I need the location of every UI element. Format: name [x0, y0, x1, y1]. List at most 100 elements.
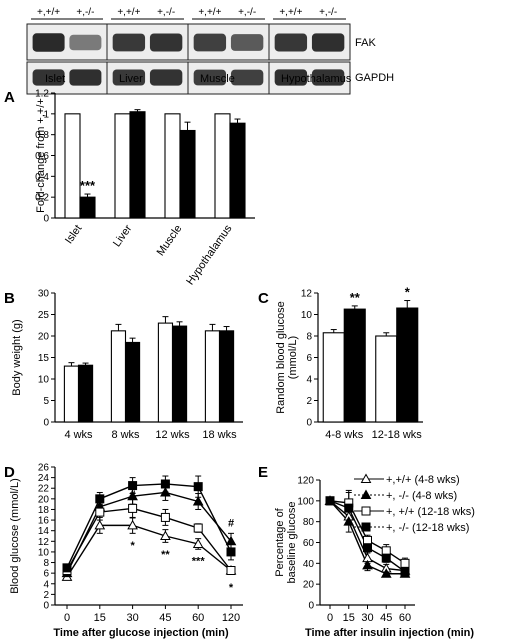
y-tick-label: 15 — [38, 353, 50, 364]
category-label: 8 wks — [111, 429, 140, 441]
significance-marker: # — [130, 489, 136, 501]
significance-marker: # — [228, 518, 234, 530]
tissue-label: Hypothalamus — [281, 73, 352, 85]
y-tick-label: 20 — [38, 332, 50, 343]
y-tick-label: 0.4 — [35, 172, 49, 183]
bar — [164, 113, 181, 219]
gapdh-band — [69, 69, 102, 86]
y-tick-label: 24 — [38, 473, 50, 484]
y-tick-label: 12 — [301, 289, 313, 300]
bar — [343, 308, 366, 423]
significance-marker: ** — [350, 290, 361, 305]
category-label: 12-18 wks — [372, 429, 423, 441]
panel-label: A — [4, 89, 15, 106]
tissue-label: Islet — [45, 73, 65, 85]
tissue-label: Muscle — [200, 73, 235, 85]
x-tick-label: 45 — [159, 612, 171, 624]
data-point — [344, 503, 354, 513]
genotype-label: +,+/+ — [279, 7, 302, 18]
data-point — [400, 558, 410, 568]
genotype-label: +,-/- — [238, 7, 256, 18]
legend-label: +, -/- (4-8 wks) — [386, 490, 457, 502]
y-tick-label: 80 — [303, 517, 315, 528]
category-label: 12 wks — [155, 429, 190, 441]
x-tick-label: 120 — [222, 612, 240, 624]
data-point — [225, 535, 237, 546]
fak-band — [230, 34, 264, 51]
tissue-label: Liver — [119, 73, 143, 85]
y-tick-label: 0.6 — [35, 151, 49, 162]
y-axis-label: Body weight (g) — [11, 319, 23, 395]
bar — [157, 322, 174, 423]
y-tick-label: 18 — [38, 505, 50, 516]
series-line — [66, 507, 232, 571]
significance-marker: *** — [192, 555, 206, 567]
fak-band — [311, 33, 345, 52]
protein-label-fak: FAK — [355, 37, 376, 49]
data-point — [192, 538, 204, 548]
fak-band — [69, 34, 102, 51]
category-label: 18 wks — [202, 429, 237, 441]
data-point — [62, 563, 72, 573]
significance-marker: # — [195, 482, 201, 494]
category-label: 4-8 wks — [325, 429, 363, 441]
x-axis-label: Time after insulin injection (min) — [305, 627, 474, 639]
western-blot: +,+/+ +,-/- Islet +,+/+ +,-/- Liver +,+/+ +,-/-… — [26, 7, 394, 95]
genotype-label: +,+/+ — [198, 7, 221, 18]
y-tick-label: 0 — [43, 601, 49, 612]
x-tick-label: 15 — [343, 612, 355, 624]
bar — [63, 365, 80, 423]
y-tick-label: 16 — [38, 516, 50, 527]
data-point — [343, 516, 355, 526]
y-axis-label: Fold-change from +,+/+ — [35, 98, 47, 213]
y-tick-label: 40 — [303, 559, 315, 570]
data-point — [193, 482, 203, 492]
bar — [124, 341, 141, 423]
data-point — [128, 503, 138, 513]
series-line — [66, 483, 232, 569]
bar — [214, 113, 231, 219]
protein-label-gapdh: GAPDH — [355, 72, 394, 84]
y-tick-label: 120 — [297, 476, 314, 487]
bar — [129, 111, 146, 219]
fak-band — [274, 33, 308, 52]
data-point — [160, 530, 171, 540]
category-label: Islet — [63, 223, 84, 246]
genotype-label: +,-/- — [76, 7, 94, 18]
bar — [204, 330, 221, 423]
panel-label: D — [4, 464, 15, 481]
category-label: 4 wks — [64, 429, 93, 441]
gapdh-band — [32, 69, 65, 86]
y-tick-label: 60 — [303, 538, 315, 549]
data-point — [325, 496, 335, 506]
bar — [79, 196, 96, 219]
panel-label: B — [4, 290, 15, 307]
significance-marker: * — [405, 285, 411, 300]
y-tick-label: 22 — [38, 484, 50, 495]
bar — [375, 335, 398, 423]
y-axis-label: Percentage of — [274, 507, 286, 576]
category-label: Liver — [111, 223, 135, 250]
data-point — [400, 567, 410, 577]
gapdh-band — [149, 69, 183, 86]
y-axis-label: baseline glucose — [286, 502, 298, 584]
y-tick-label: 0 — [306, 418, 312, 429]
data-point — [95, 507, 105, 517]
x-tick-label: 30 — [126, 612, 138, 624]
x-axis-label: Time after glucose injection (min) — [53, 627, 229, 639]
data-point — [160, 479, 170, 489]
y-tick-label: 30 — [38, 289, 50, 300]
bar — [229, 122, 246, 219]
y-tick-label: 10 — [38, 375, 50, 386]
bar — [171, 325, 188, 423]
y-tick-label: 8 — [306, 332, 312, 343]
data-point — [193, 523, 203, 533]
x-tick-label: 60 — [192, 612, 204, 624]
data-point — [160, 512, 170, 522]
legend-label: +, +/+ (12-18 wks) — [386, 506, 475, 518]
y-axis-label: (mmol/L) — [287, 336, 299, 379]
y-tick-label: 0 — [308, 601, 314, 612]
y-tick-label: 100 — [297, 496, 314, 507]
